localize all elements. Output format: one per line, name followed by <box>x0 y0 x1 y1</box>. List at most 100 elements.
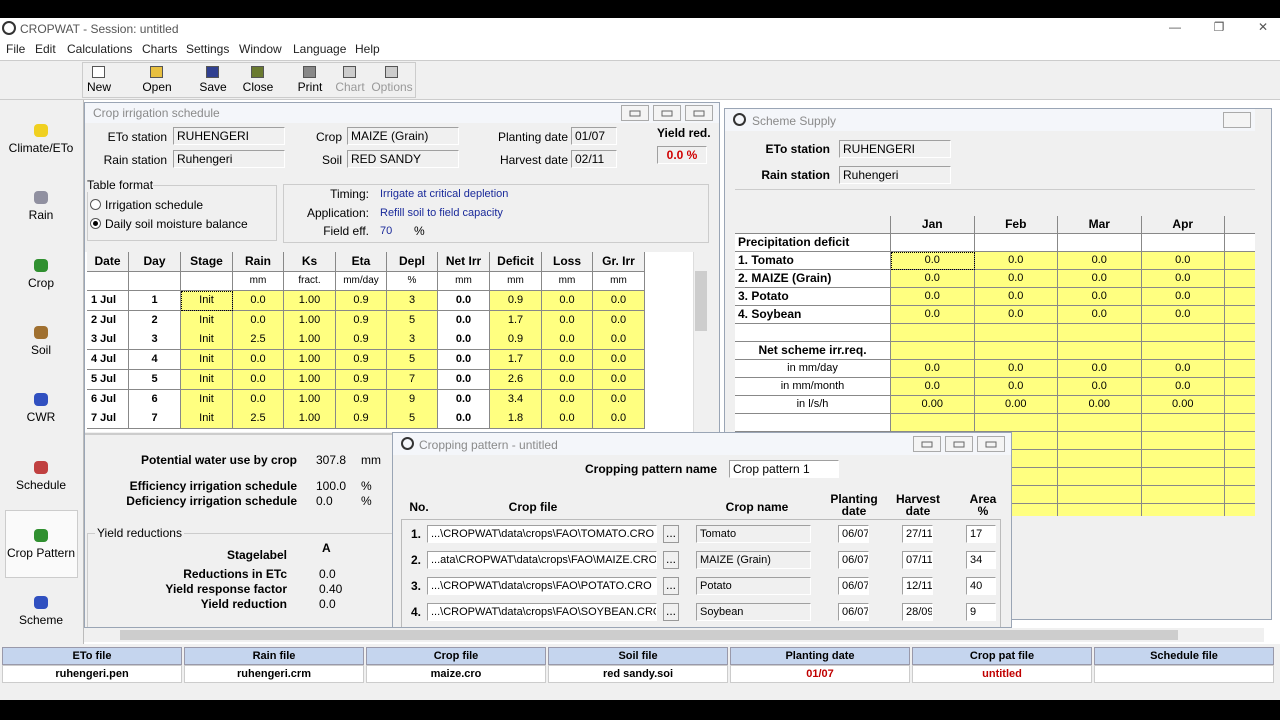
row-number: 2. <box>411 553 422 567</box>
sidebar-button[interactable]: Crop Pattern <box>6 546 76 560</box>
field[interactable]: 34 <box>966 551 996 569</box>
row-label: in mm/day <box>735 360 891 378</box>
yield-value[interactable]: 0.0 % <box>657 146 707 164</box>
summary-label: Efficiency irrigation schedule <box>129 479 297 493</box>
window-button[interactable] <box>621 105 649 121</box>
sidebar-button[interactable]: Schedule <box>15 478 67 492</box>
window-button[interactable] <box>977 436 1005 452</box>
window-button[interactable] <box>653 105 681 121</box>
scroll-thumb[interactable] <box>695 271 707 331</box>
sidebar-button[interactable]: Rain <box>28 208 54 222</box>
sidebar-button[interactable]: Crop <box>27 276 54 290</box>
menu-item[interactable]: Edit <box>35 42 56 56</box>
sidebar-icon[interactable] <box>34 461 48 474</box>
field[interactable]: 40 <box>966 577 996 595</box>
sidebar-button[interactable]: Climate/ETo <box>8 141 74 155</box>
table-cell: 0.0 <box>593 409 645 430</box>
window-button[interactable] <box>913 436 941 452</box>
field[interactable]: RUHENGERI <box>173 127 285 145</box>
sidebar-icon[interactable] <box>34 124 48 137</box>
sidebar-icon[interactable] <box>34 393 48 406</box>
window-button[interactable] <box>1223 112 1251 128</box>
field[interactable]: RED SANDY <box>347 150 459 168</box>
table-cell: 0.0 <box>593 350 645 371</box>
browse-button[interactable]: ... <box>663 551 679 569</box>
sidebar-icon[interactable] <box>34 596 48 609</box>
toolbar-icon[interactable] <box>385 66 398 78</box>
radio[interactable] <box>90 218 101 229</box>
frame-button[interactable]: ✕ <box>1257 20 1269 34</box>
table-cell: 3.4 <box>490 389 542 410</box>
field[interactable]: 12/11 <box>902 577 933 595</box>
toolbar-label[interactable]: New <box>86 80 111 94</box>
field[interactable]: 28/09 <box>902 603 933 621</box>
sidebar-button[interactable]: CWR <box>26 410 56 424</box>
field[interactable]: 9 <box>966 603 996 621</box>
frame-button[interactable]: — <box>1169 20 1181 34</box>
table-cell: 0.0 <box>233 369 284 390</box>
sidebar-icon[interactable] <box>34 259 48 272</box>
field[interactable]: 06/07 <box>838 577 869 595</box>
field[interactable]: Tomato <box>696 525 811 543</box>
toolbar-label[interactable]: Chart <box>335 80 365 94</box>
field[interactable]: 07/11 <box>902 551 933 569</box>
menu-item[interactable]: File <box>6 42 26 56</box>
toolbar-label[interactable]: Open <box>142 80 172 94</box>
field[interactable]: RUHENGERI <box>839 140 951 158</box>
menu-item[interactable]: Charts <box>142 42 178 56</box>
toolbar-label[interactable]: Save <box>199 80 227 94</box>
field[interactable]: MAIZE (Grain) <box>347 127 459 145</box>
field[interactable]: 06/07 <box>838 603 869 621</box>
field[interactable]: 02/11 <box>571 150 617 168</box>
field[interactable]: 06/07 <box>838 525 869 543</box>
frame-button[interactable]: ❐ <box>1213 20 1225 34</box>
menu-item[interactable]: Settings <box>186 42 230 56</box>
browse-button[interactable]: ... <box>663 577 679 595</box>
window-title-bar <box>393 433 1011 455</box>
field[interactable]: 17 <box>966 525 996 543</box>
browse-button[interactable]: ... <box>663 525 679 543</box>
table-cell <box>1058 504 1142 516</box>
field[interactable]: 01/07 <box>571 127 617 145</box>
sidebar-icon[interactable] <box>34 529 48 542</box>
toolbar-icon[interactable] <box>92 66 105 78</box>
field[interactable]: Potato <box>696 577 811 595</box>
toolbar-label[interactable]: Options <box>371 80 413 94</box>
field[interactable]: Crop pattern 1 <box>729 460 839 478</box>
sidebar-icon[interactable] <box>34 326 48 339</box>
window-button[interactable] <box>945 436 973 452</box>
sidebar-button[interactable]: Scheme <box>18 613 64 627</box>
menu-item[interactable]: Window <box>239 42 282 56</box>
field[interactable]: Soybean <box>696 603 811 621</box>
menu-item[interactable]: Calculations <box>67 42 133 56</box>
browse-button[interactable]: ... <box>663 603 679 621</box>
field[interactable]: ...\CROPWAT\data\crops\FAO\POTATO.CRO <box>427 577 657 595</box>
field[interactable]: 06/07 <box>838 551 869 569</box>
table-cell: 3 Jul <box>87 330 129 351</box>
menu-item[interactable]: Language <box>293 42 347 56</box>
toolbar-icon[interactable] <box>303 66 316 78</box>
window-button[interactable] <box>685 105 713 121</box>
toolbar-icon[interactable] <box>206 66 219 78</box>
toolbar-label[interactable]: Close <box>242 80 274 94</box>
field[interactable]: ...\CROPWAT\data\crops\FAO\TOMATO.CRO <box>427 525 657 543</box>
table-cell <box>1225 432 1255 450</box>
toolbar-icon[interactable] <box>251 66 264 78</box>
sidebar-button[interactable]: Soil <box>30 343 51 357</box>
field[interactable]: Ruhengeri <box>173 150 285 168</box>
toolbar-icon[interactable] <box>150 66 163 78</box>
toolbar-icon[interactable] <box>343 66 356 78</box>
radio[interactable] <box>90 199 101 210</box>
radio-label[interactable]: Daily soil moisture balance <box>105 217 248 231</box>
menu-item[interactable]: Help <box>355 42 380 56</box>
scroll-thumb[interactable] <box>120 630 1178 640</box>
field[interactable]: ...ata\CROPWAT\data\crops\FAO\MAIZE.CRO <box>427 551 657 569</box>
field[interactable]: MAIZE (Grain) <box>696 551 811 569</box>
field[interactable]: 27/11 <box>902 525 933 543</box>
field[interactable]: Ruhengeri <box>839 166 951 184</box>
column-header: Planting <box>830 492 878 506</box>
radio-label[interactable]: Irrigation schedule <box>105 198 204 212</box>
toolbar-label[interactable]: Print <box>297 80 323 94</box>
sidebar-icon[interactable] <box>34 191 48 204</box>
field[interactable]: ...\CROPWAT\data\crops\FAO\SOYBEAN.CRO <box>427 603 657 621</box>
